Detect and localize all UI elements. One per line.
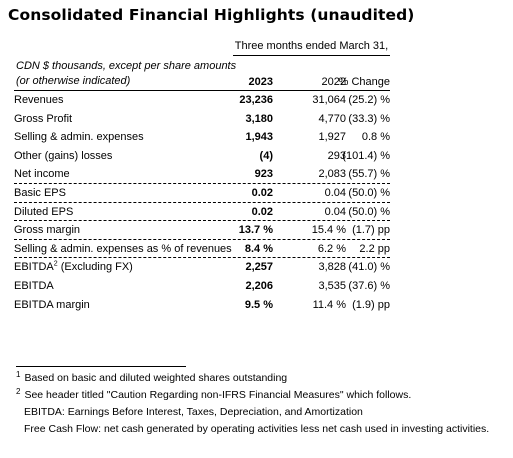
- value-2023: 9.5 %: [244, 298, 273, 311]
- row-label: EBITDA margin: [14, 298, 90, 311]
- row-label: EBITDA2 (Excluding FX): [14, 260, 133, 274]
- units-note: CDN $ thousands, except per share amount…: [16, 60, 237, 72]
- value-2022: 11.4 %: [312, 298, 346, 311]
- highlights-table: Revenues 23,236 31,064 (25.2) % Gross Pr…: [0, 91, 513, 314]
- row-label: Net income: [14, 168, 70, 181]
- footnote-2: 2 See header titled "Caution Regarding no…: [16, 386, 412, 401]
- value-2022: 2,083: [318, 168, 346, 181]
- table-row: EBITDA 2,206 3,535 (37.6) %: [0, 277, 513, 296]
- row-label: Diluted EPS: [14, 205, 74, 218]
- row-label: Selling & admin. expenses as % of revenu…: [14, 242, 232, 255]
- value-2022: 3,828: [318, 261, 346, 274]
- table-row: Other (gains) losses (4) 293 (101.4) %: [0, 147, 513, 166]
- value-change: 2.2 pp: [359, 242, 390, 255]
- table-row: Selling & admin. expenses as % of revenu…: [0, 240, 513, 259]
- footnote-rule: [16, 366, 186, 367]
- table-row: Gross Profit 3,180 4,770 (33.3) %: [0, 110, 513, 129]
- period-header: Three months ended March 31,: [234, 40, 389, 52]
- row-label: Gross Profit: [14, 112, 73, 125]
- table-row: EBITDA2 (Excluding FX) 2,257 3,828 (41.0…: [0, 258, 513, 277]
- value-2023: 13.7 %: [238, 224, 273, 237]
- value-2022: 3,535: [318, 279, 346, 292]
- footnote-ebitda-definition: EBITDA: Earnings Before Interest, Taxes,…: [24, 406, 363, 418]
- table-row: Diluted EPS 0.02 0.04 (50.0) %: [0, 203, 513, 222]
- value-change: (1.9) pp: [352, 298, 390, 311]
- value-2023: 0.02: [251, 205, 273, 218]
- value-2023: 1,943: [245, 131, 273, 144]
- row-label: Basic EPS: [14, 186, 66, 199]
- value-change: (50.0) %: [348, 186, 390, 199]
- value-change: (1.7) pp: [352, 224, 390, 237]
- value-2023: 2,206: [245, 279, 273, 292]
- table-row: Selling & admin. expenses 1,943 1,927 0.…: [0, 128, 513, 147]
- column-header-2022: 2022: [321, 76, 346, 88]
- value-2022: 0.04: [324, 205, 346, 218]
- value-2022: 1,927: [318, 131, 346, 144]
- table-row: Net income 923 2,083 (55.7) %: [0, 165, 513, 184]
- value-2022: 4,770: [318, 112, 346, 125]
- table-row: Basic EPS 0.02 0.04 (50.0) %: [0, 184, 513, 203]
- value-change: (33.3) %: [348, 112, 390, 125]
- value-2023: 2,257: [245, 261, 273, 274]
- value-change: 0.8 %: [361, 131, 390, 144]
- column-header-2023: 2023: [248, 76, 273, 88]
- row-label: Other (gains) losses: [14, 149, 113, 162]
- value-2022: 6.2 %: [317, 242, 346, 255]
- table-row: Revenues 23,236 31,064 (25.2) %: [0, 91, 513, 110]
- row-label: Selling & admin. expenses: [14, 131, 144, 144]
- value-2023: 0.02: [251, 186, 273, 199]
- value-2022: 0.04: [324, 186, 346, 199]
- value-2023: 3,180: [245, 112, 273, 125]
- page-title: Consolidated Financial Highlights (unaud…: [8, 6, 415, 24]
- value-2023: 8.4 %: [244, 242, 273, 255]
- footnote-ref: 2: [53, 260, 58, 268]
- row-label: EBITDA: [14, 279, 54, 292]
- header-rule: [14, 90, 390, 91]
- row-label: Revenues: [14, 94, 64, 106]
- footnote-fcf-definition: Free Cash Flow: net cash generated by op…: [24, 423, 490, 435]
- table-row: Gross margin 13.7 % 15.4 % (1.7) pp: [0, 221, 513, 240]
- row-label: Gross margin: [14, 224, 81, 237]
- units-note-qualifier: (or otherwise indicated): [16, 75, 131, 87]
- value-2022: 15.4 %: [311, 224, 346, 237]
- period-underline: [233, 55, 390, 56]
- value-2022: 293: [327, 149, 346, 162]
- value-change: (55.7) %: [348, 168, 390, 181]
- value-2023: (4): [259, 149, 273, 162]
- column-header-change: % Change: [338, 76, 390, 88]
- value-change: (25.2) %: [348, 94, 390, 106]
- value-2023: 23,236: [239, 94, 273, 106]
- table-row: EBITDA margin 9.5 % 11.4 % (1.9) pp: [0, 296, 513, 315]
- value-change: (37.6) %: [348, 279, 390, 292]
- value-change: (50.0) %: [348, 205, 390, 218]
- value-change: (41.0) %: [348, 261, 390, 274]
- value-2023: 923: [254, 168, 273, 181]
- value-2022: 31,064: [312, 94, 346, 106]
- value-change: (101.4) %: [342, 149, 390, 162]
- footnote-1: 1 Based on basic and diluted weighted sha…: [16, 369, 288, 384]
